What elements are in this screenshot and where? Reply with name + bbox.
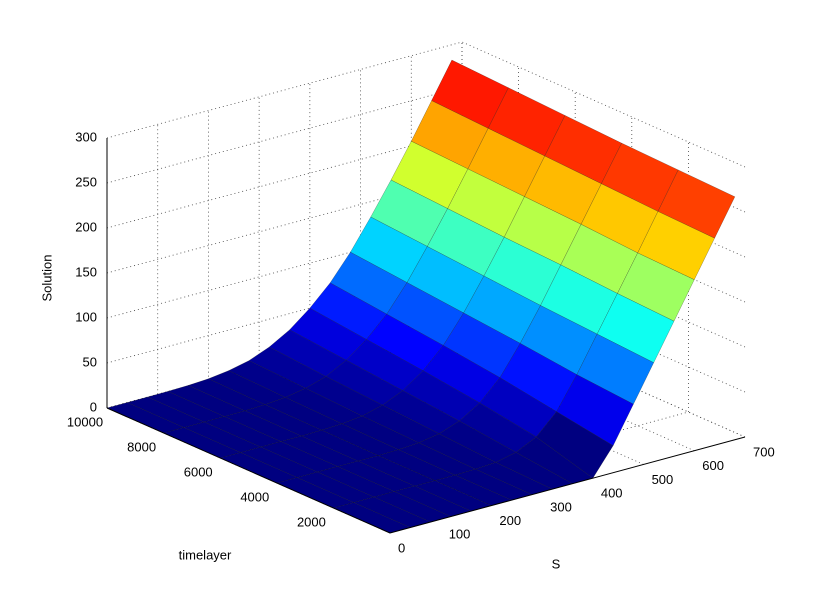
axes-layer: 0501001502002503002000400060008000100000… xyxy=(67,129,775,555)
surface xyxy=(106,59,736,534)
z-tick-label: 200 xyxy=(75,219,97,234)
z-tick-label: 0 xyxy=(90,399,97,414)
y-tick-label: 8000 xyxy=(127,439,156,454)
x-tick-label: 400 xyxy=(601,486,623,501)
y-tick-label: 4000 xyxy=(240,489,269,504)
y-tick-label: 6000 xyxy=(184,464,213,479)
x-tick-label: 300 xyxy=(550,499,572,514)
x-tick-label: 0 xyxy=(398,540,405,555)
z-axis-label: Solution xyxy=(39,255,54,302)
y-axis-line xyxy=(106,407,391,534)
x-axis-line xyxy=(389,436,746,534)
y-axis-label: timelayer xyxy=(179,547,232,562)
y-tick-label: 2000 xyxy=(297,514,326,529)
x-tick-label: 500 xyxy=(652,472,674,487)
x-tick-label: 600 xyxy=(702,458,724,473)
x-tick-label: 200 xyxy=(499,513,521,528)
z-tick-label: 150 xyxy=(75,264,97,279)
x-axis-label: S xyxy=(552,556,561,571)
z-tick-label: 250 xyxy=(75,174,97,189)
z-tick-label: 100 xyxy=(75,309,97,324)
grid-line xyxy=(106,41,463,139)
z-tick-label: 300 xyxy=(75,129,97,144)
z-tick-label: 50 xyxy=(83,354,97,369)
x-tick-label: 100 xyxy=(449,527,471,542)
y-tick-label: 10000 xyxy=(67,414,103,429)
x-tick-label: 700 xyxy=(753,444,775,459)
